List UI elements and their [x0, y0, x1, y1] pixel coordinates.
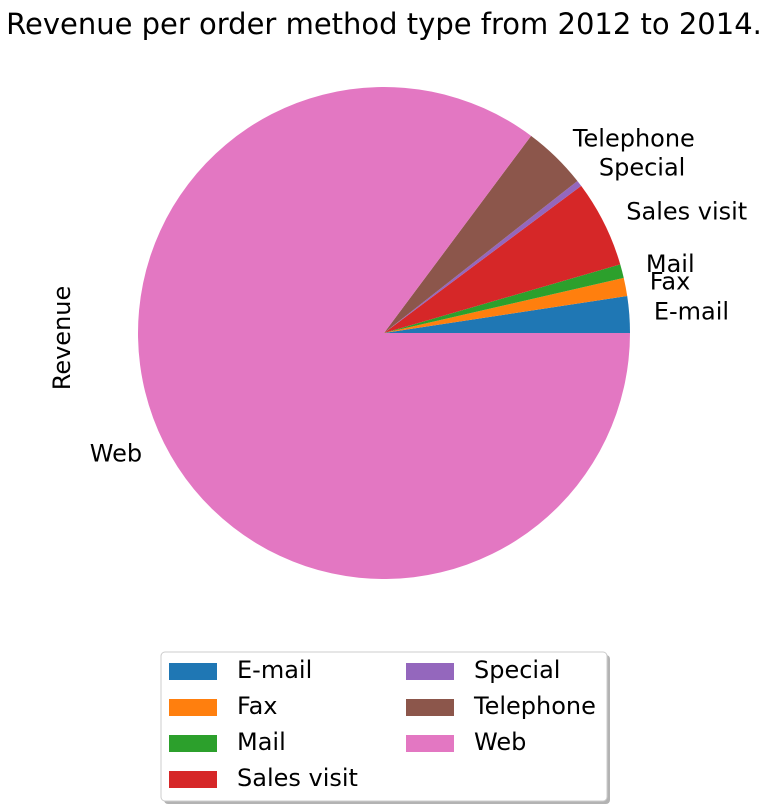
legend-swatch-web — [406, 735, 454, 752]
legend-swatch-special — [406, 663, 454, 680]
pie-slice-telephone — [384, 135, 578, 333]
legend-swatch-sales-visit — [169, 771, 217, 788]
slice-label-e-mail: E-mail — [654, 298, 729, 326]
legend-label-web: Web — [474, 728, 526, 756]
slice-label-telephone: Telephone — [572, 124, 695, 152]
slice-label-special: Special — [599, 153, 685, 181]
pie-slice-sales-visit — [384, 185, 621, 333]
legend-swatch-telephone — [406, 699, 454, 716]
legend-label-e-mail: E-mail — [237, 656, 312, 684]
pie-slices — [137, 86, 630, 580]
slice-label-web: Web — [90, 439, 142, 467]
legend-label-special: Special — [474, 656, 560, 684]
slice-label-mail: Mail — [646, 250, 695, 278]
legend-swatch-e-mail — [169, 663, 217, 680]
legend-label-sales-visit: Sales visit — [237, 764, 358, 792]
y-axis-label: Revenue — [48, 286, 76, 391]
legend-label-fax: Fax — [237, 692, 278, 720]
slice-label-sales-visit: Sales visit — [626, 197, 747, 225]
pie-slice-mail — [384, 264, 624, 333]
pie-slice-e-mail — [384, 296, 630, 333]
legend: E-mail Fax Mail Sales visit Special Telephone… — [160, 651, 610, 804]
legend-label-mail: Mail — [237, 728, 286, 756]
legend-swatch-fax — [169, 699, 217, 716]
legend-entries: E-mail Fax Mail Sales visit Special Telephone… — [169, 656, 596, 792]
legend-frame — [160, 651, 608, 802]
pie-slice-special — [384, 181, 582, 333]
pie-slice-web — [137, 86, 630, 580]
legend-swatch-mail — [169, 735, 217, 752]
slice-label-fax: Fax — [650, 267, 691, 295]
chart-title: Revenue per order method type from 2012 … — [6, 7, 762, 41]
pie-slice-fax — [384, 277, 628, 333]
legend-label-telephone: Telephone — [473, 692, 596, 720]
